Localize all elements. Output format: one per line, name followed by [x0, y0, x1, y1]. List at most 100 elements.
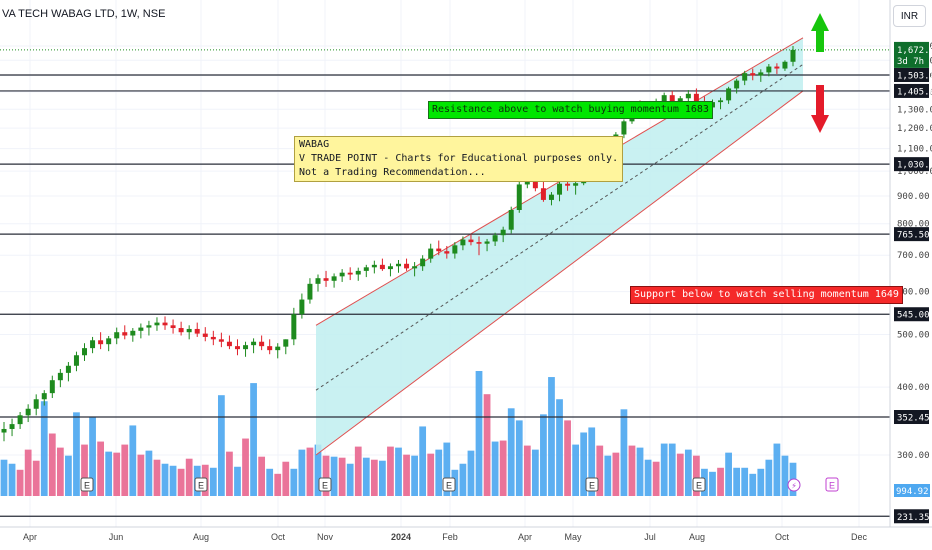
candle-body: [291, 314, 297, 340]
volume-bar: [129, 425, 137, 496]
candle-body: [508, 209, 514, 230]
price-tick-label: 300.00: [897, 451, 930, 461]
volume-bar: [540, 414, 547, 496]
volume-bar: [113, 452, 121, 496]
candle-body: [412, 266, 418, 269]
candle-body: [226, 341, 232, 347]
candle-body: [315, 278, 321, 284]
volume-bar: [290, 468, 298, 496]
time-tick-label: Dec: [851, 532, 868, 542]
chart-title: VA TECH WABAG LTD, 1W, NSE: [2, 8, 166, 20]
volume-bar: [258, 456, 266, 496]
volume-bar: [531, 449, 539, 496]
volume-bar: [32, 460, 40, 496]
time-tick-label: Jun: [109, 532, 124, 542]
earnings-label: E: [829, 481, 835, 491]
volume-bar: [8, 463, 16, 496]
candle-body: [154, 322, 160, 326]
direction-arrows: [811, 13, 829, 133]
volume-bar: [56, 447, 64, 496]
level-price-label: 352.45: [897, 414, 930, 424]
level-price-label: 765.50: [897, 231, 930, 241]
level-price-label: 545.00: [897, 311, 930, 321]
time-tick-label: 2024: [391, 532, 411, 542]
volume-bar: [717, 467, 724, 496]
candle-body: [82, 348, 88, 356]
price-tick-label: 900.00: [897, 192, 930, 202]
candle-body: [718, 100, 724, 103]
volume-bar: [636, 447, 644, 496]
earnings-label: E: [589, 481, 595, 491]
candle-body: [573, 183, 579, 186]
candle-body: [267, 346, 273, 351]
candle-body: [693, 93, 699, 102]
candle-body: [500, 229, 506, 236]
volume-bar: [725, 452, 732, 496]
candle-body: [516, 184, 522, 210]
currency-button[interactable]: INR: [893, 5, 926, 27]
volume-bar: [379, 460, 386, 496]
candle-body: [194, 328, 200, 334]
volume-bar: [628, 445, 636, 496]
level-price-tag: [894, 157, 929, 172]
volume-bar: [209, 467, 217, 496]
volume-bar: [314, 444, 322, 496]
volume-bar: [515, 420, 523, 496]
candle-body: [355, 270, 361, 275]
time-axis: Apr Jun Aug Oct Nov 2024 Feb Apr May Jul Aug Oct Dec: [0, 526, 932, 542]
candle-body: [758, 72, 764, 76]
candle-body: [371, 264, 377, 268]
volume-bar: [73, 412, 80, 496]
earnings-label: E: [322, 481, 328, 491]
volume-bar: [499, 440, 507, 496]
volume-bar: [169, 465, 177, 496]
price-axis: 1,700.001,600.001,500.001,400.001,300.00…: [889, 0, 932, 527]
candle-body: [404, 263, 410, 269]
volume-bar: [395, 447, 402, 496]
level-price-label: 231.35: [897, 513, 930, 523]
candle-body: [492, 235, 498, 242]
volume-bar: [620, 409, 628, 496]
volume-bar: [40, 401, 48, 496]
volume-bar: [668, 443, 676, 496]
current-price-label: 1,672.00: [897, 46, 932, 56]
level-price-tag: [894, 68, 929, 83]
candle-body: [65, 365, 71, 373]
candle-body: [387, 266, 393, 270]
earnings-markers: E E E E E E E ⚡: [80, 477, 839, 492]
volume-bar: [693, 455, 700, 496]
time-tick-label: Apr: [23, 532, 37, 542]
volume-bar: [765, 459, 773, 496]
volume-bar: [48, 433, 56, 496]
volume-bar: [467, 450, 475, 496]
price-tick-label: 1,200.00: [897, 124, 932, 134]
dividend-marker-icon: [787, 478, 801, 492]
volume-bar: [65, 455, 72, 496]
candle-body: [396, 263, 401, 267]
volume-bar: [588, 427, 596, 496]
level-price-label: 1,503.20: [897, 72, 932, 82]
candle-body: [379, 264, 385, 270]
candle-body: [202, 333, 208, 337]
earnings-marker: [318, 477, 332, 492]
candle-body: [41, 393, 47, 400]
volume-bar: [523, 445, 531, 496]
earnings-marker: [585, 477, 599, 492]
volume-bar: [580, 432, 588, 496]
volume-bar: [403, 454, 410, 496]
earnings-marker: [194, 477, 208, 492]
candle-body: [234, 346, 240, 350]
dividend-label: ⚡: [791, 482, 797, 491]
volume-bar: [137, 454, 145, 496]
candle-body: [114, 332, 120, 339]
level-price-tag: [894, 410, 929, 425]
candle-body: [186, 328, 192, 333]
candle-body: [420, 258, 426, 267]
countdown-label: 3d 7h: [897, 57, 924, 67]
up-arrow-icon: [811, 13, 829, 52]
down-arrow-icon: [811, 85, 829, 133]
volume-bar: [354, 446, 362, 496]
support-note: Support below to watch selling momentum …: [630, 286, 903, 304]
candle-body: [742, 73, 748, 81]
